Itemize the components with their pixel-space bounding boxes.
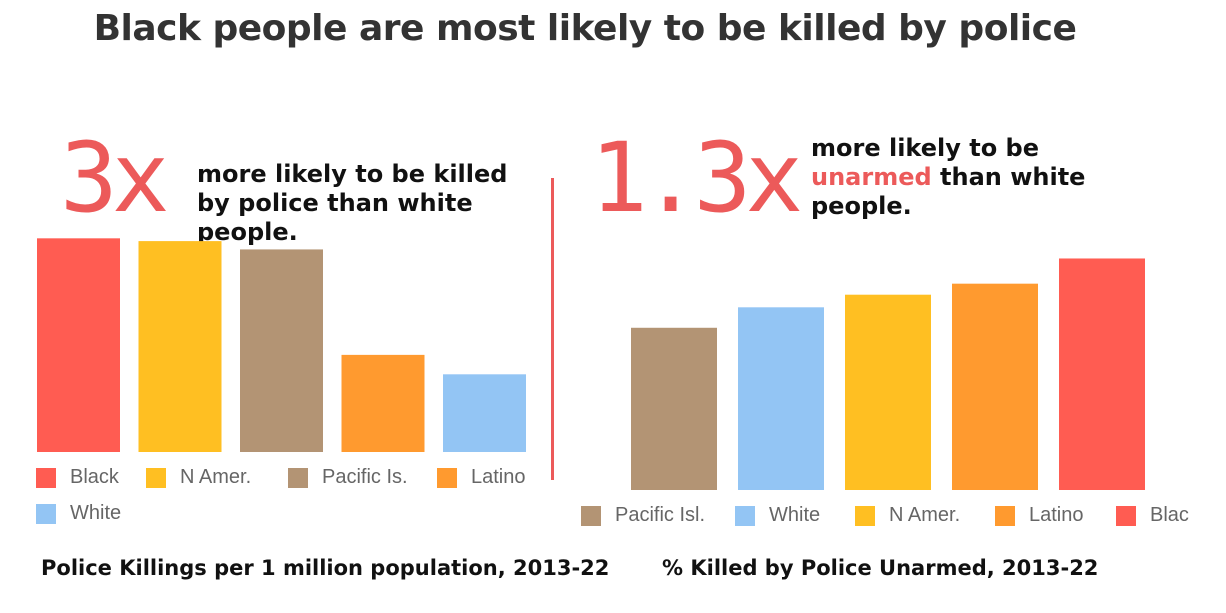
legend-label: White bbox=[769, 504, 821, 526]
legend-label: White bbox=[70, 502, 122, 524]
bar-black bbox=[1059, 258, 1145, 490]
right-stat-text-highlight: unarmed bbox=[811, 163, 932, 191]
legend-label: Black bbox=[1150, 504, 1190, 526]
bar-black bbox=[37, 238, 120, 452]
bar-pacific-isl bbox=[631, 327, 717, 490]
left-stat-text: more likely to be killed by police than … bbox=[197, 160, 508, 246]
legend-swatch bbox=[995, 505, 1015, 526]
right-stat-text-before: more likely to be bbox=[811, 134, 1040, 162]
divider bbox=[551, 178, 554, 480]
page-title: Black people are most likely to be kille… bbox=[93, 8, 1077, 49]
legend-swatch bbox=[581, 505, 601, 526]
bar-white bbox=[443, 374, 526, 452]
legend-swatch bbox=[146, 467, 166, 488]
legend-label: N Amer. bbox=[889, 504, 961, 526]
bar-n-amer bbox=[845, 294, 931, 490]
legend-swatch bbox=[36, 503, 56, 524]
legend-swatch bbox=[288, 467, 308, 488]
bar-latino bbox=[952, 283, 1038, 490]
legend-label: Black bbox=[70, 466, 119, 488]
legend-item-white: White bbox=[36, 502, 121, 525]
legend-swatch bbox=[36, 467, 56, 488]
legend-label: Latino bbox=[471, 466, 526, 488]
left-bar-chart bbox=[37, 238, 526, 452]
right-bar-chart bbox=[631, 258, 1145, 490]
legend-item-pacific-is: Pacific Is. bbox=[288, 466, 408, 489]
legend-item-n-amer: N Amer. bbox=[146, 466, 251, 489]
right-stat-value: 1.3x bbox=[590, 122, 803, 234]
legend-swatch bbox=[437, 467, 457, 488]
legend-item-pacific-isl: Pacific Isl. bbox=[581, 504, 705, 527]
legend-label: N Amer. bbox=[180, 466, 252, 488]
legend-swatch bbox=[855, 505, 875, 526]
legend-swatch bbox=[1116, 505, 1136, 526]
legend-swatch bbox=[735, 505, 755, 526]
legend-label: Latino bbox=[1029, 504, 1084, 526]
left-stat-value: 3x bbox=[60, 122, 170, 234]
legend-item-n-amer: N Amer. bbox=[855, 504, 960, 527]
right-stat-text: more likely to be unarmed than white peo… bbox=[811, 134, 1111, 221]
right-caption: % Killed by Police Unarmed, 2013-22 bbox=[662, 556, 1099, 580]
bar-white bbox=[738, 307, 824, 490]
right-stat-text-after: than white people. bbox=[811, 163, 1086, 220]
legend-item-black: Black bbox=[36, 466, 119, 489]
legend-item-latino: Latino bbox=[437, 466, 526, 489]
bar-latino bbox=[341, 354, 425, 452]
legend-label: Pacific Is. bbox=[322, 466, 408, 488]
bar-n-amer bbox=[138, 241, 222, 452]
bar-pacific-is bbox=[240, 249, 323, 452]
legend-item-black: Black bbox=[1116, 504, 1190, 527]
legend-label: Pacific Isl. bbox=[615, 504, 706, 526]
right-legend: Pacific Isl. White N Amer. Latino Black bbox=[560, 495, 1190, 535]
left-caption: Police Killings per 1 million population… bbox=[41, 556, 610, 580]
legend-item-latino: Latino bbox=[995, 504, 1084, 527]
legend-item-white: White bbox=[735, 504, 820, 527]
